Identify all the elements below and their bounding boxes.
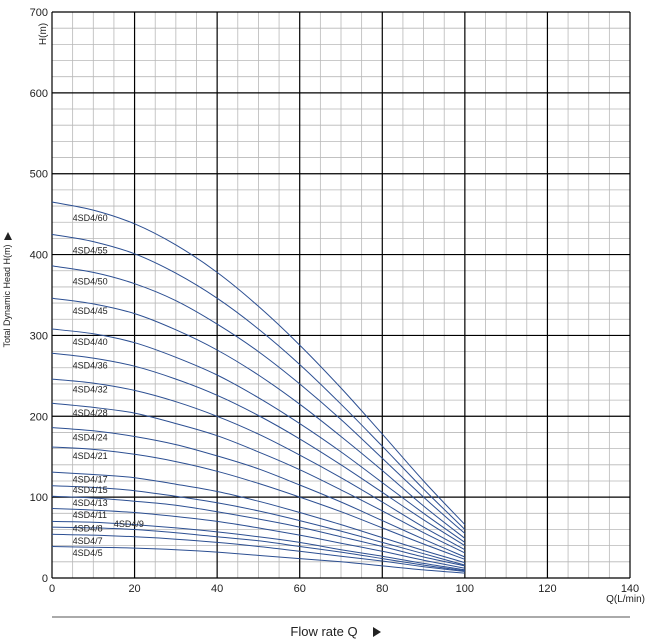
curve-4sd4-24: [51, 427, 466, 558]
pump-curves: [51, 201, 466, 574]
x-axis-title-arrow-icon: [373, 627, 381, 637]
y-tick-label: 700: [30, 7, 48, 19]
x-tick-label: 0: [49, 583, 55, 595]
x-tick-labels: 0 20 40 60 80 100 120 140: [49, 583, 639, 595]
x-tick-label: 20: [128, 583, 140, 595]
curve-4sd4-7: [51, 533, 465, 572]
curve-label: 4SD4/28: [73, 408, 108, 418]
curve-4sd4-60: [51, 201, 466, 525]
curve-label: 4SD4/24: [73, 432, 108, 442]
y-tick-label: 400: [30, 250, 48, 262]
curve-4sd4-36: [51, 352, 466, 547]
curve-4sd4-50: [51, 265, 466, 534]
curve-label: 4SD4/55: [73, 246, 108, 256]
x-tick-label: 120: [538, 583, 556, 595]
curve-label: 4SD4/15: [73, 485, 108, 495]
y-tick-label: 200: [30, 411, 48, 423]
y-axis-title-arrow-icon: [4, 232, 12, 240]
curve-4sd4-45: [51, 297, 466, 539]
curve-label: 4SD4/50: [73, 276, 108, 286]
curve-4sd4-11: [51, 508, 465, 569]
curve-4sd4-40: [51, 328, 466, 543]
curve-4sd4-32: [51, 378, 466, 551]
x-tick-label: 80: [376, 583, 388, 595]
y-tick-label: 100: [30, 492, 48, 504]
curve-label: 4SD4/21: [73, 451, 108, 461]
curve-label: 4SD4/45: [73, 306, 108, 316]
curve-label: 4SD4/32: [73, 385, 108, 395]
curve-4sd4-21: [51, 446, 466, 560]
curve-4sd4-5: [51, 546, 465, 574]
curve-label: 4SD4/13: [73, 498, 108, 508]
x-tick-label: 60: [294, 583, 306, 595]
curve-4sd4-13: [51, 495, 466, 567]
curve-label: 4SD4/36: [73, 360, 108, 370]
curve-labels: 4SD4/60 4SD4/55 4SD4/50 4SD4/45 4SD4/40 4SD4/…: [73, 213, 144, 558]
curve-4sd4-9: [51, 520, 465, 571]
y-tick-labels: 0 100 200 300 400 500 600 700: [30, 7, 48, 585]
curve-label: 4SD4/17: [73, 474, 108, 484]
grid-minor: [52, 12, 630, 578]
curve-4sd4-15: [51, 485, 466, 566]
y-tick-label: 0: [42, 573, 48, 585]
curve-label: 4SD4/40: [73, 337, 108, 347]
y-unit-label: H(m): [38, 23, 49, 45]
grid-major: [51, 11, 631, 579]
x-tick-label: 100: [456, 583, 474, 595]
curve-4sd4-8: [51, 526, 465, 572]
y-tick-label: 600: [30, 88, 48, 100]
x-tick-label: 40: [211, 583, 223, 595]
curve-label: 4SD4/7: [73, 536, 103, 546]
curve-4sd4-55: [51, 233, 466, 530]
y-tick-label: 300: [30, 330, 48, 342]
x-tick-label: 140: [621, 583, 639, 595]
curve-4sd4-28: [51, 402, 466, 554]
curve-4sd4-17: [51, 471, 466, 564]
curve-label: 4SD4/11: [73, 510, 107, 520]
x-axis-title: Flow rate Q: [290, 624, 357, 639]
curve-label: 4SD4/8: [73, 524, 103, 534]
curve-label: 4SD4/5: [73, 548, 103, 558]
curve-label: 4SD4/60: [73, 213, 108, 223]
curve-label: 4SD4/9: [114, 519, 144, 529]
y-tick-label: 500: [30, 169, 48, 181]
x-unit-label: Q(L/min): [606, 594, 645, 605]
y-axis-title: Total Dynamic Head H(m): [2, 244, 12, 347]
